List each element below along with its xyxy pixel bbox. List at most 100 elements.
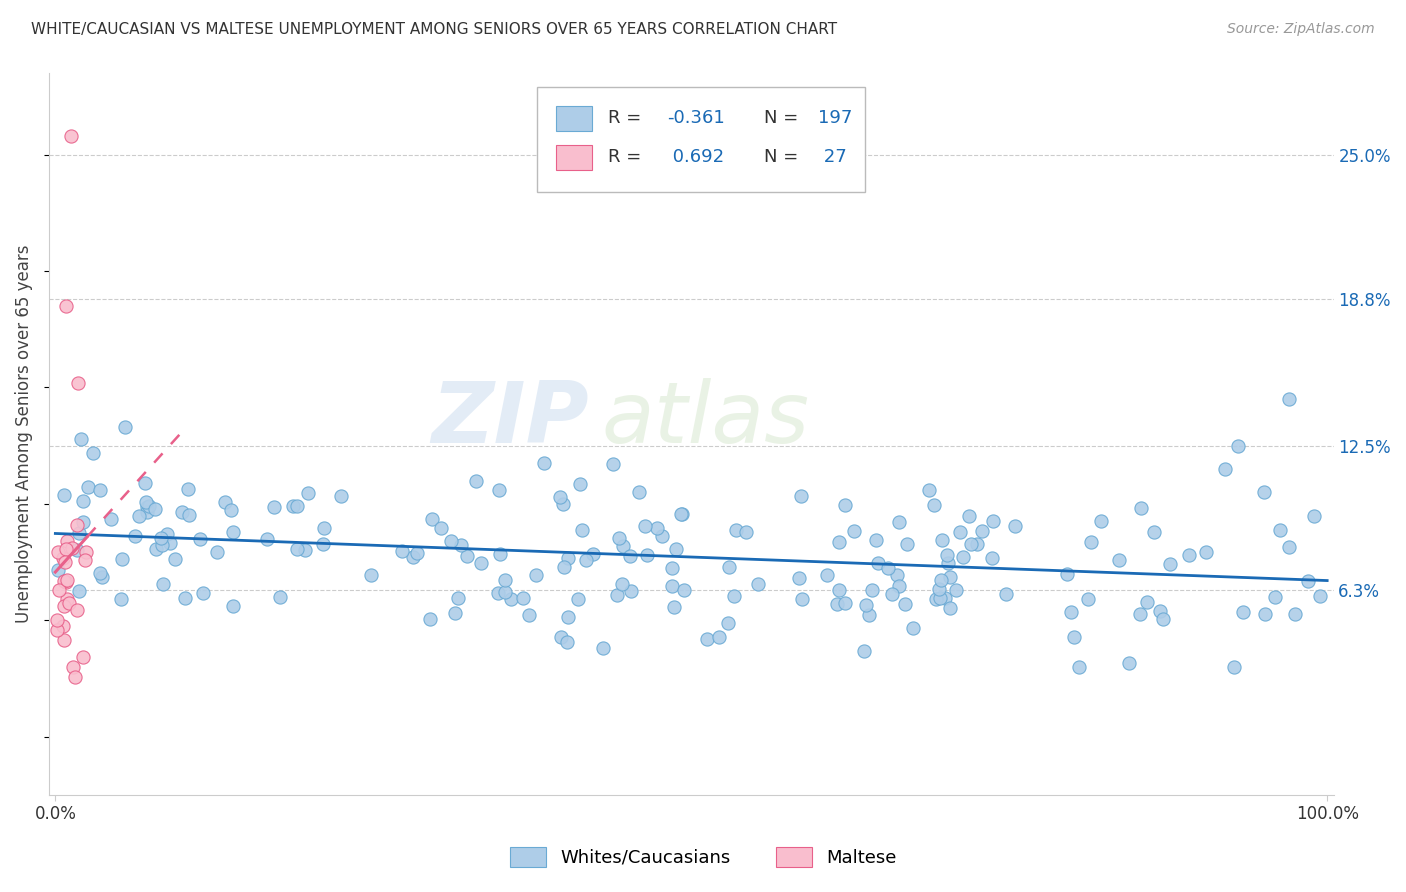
- Point: [952, 550, 974, 565]
- Point: [1284, 607, 1306, 621]
- Point: [405, 546, 427, 560]
- Point: [789, 571, 811, 585]
- Text: atlas: atlas: [602, 378, 810, 461]
- Point: [69, 432, 91, 446]
- Point: [1278, 392, 1301, 406]
- Point: [330, 489, 353, 503]
- Point: [62, 660, 84, 674]
- Point: [855, 598, 877, 612]
- Point: [89, 566, 111, 581]
- Point: [420, 512, 443, 526]
- Point: [193, 586, 215, 600]
- Point: [834, 499, 856, 513]
- Point: [533, 456, 555, 470]
- Point: [935, 549, 957, 563]
- Point: [602, 457, 624, 471]
- Point: [1060, 605, 1083, 619]
- Point: [136, 505, 159, 519]
- Point: [1195, 545, 1218, 559]
- Point: [45, 613, 67, 627]
- Text: N =: N =: [765, 148, 804, 167]
- Point: [60, 541, 83, 555]
- Point: [945, 582, 967, 597]
- Point: [524, 567, 547, 582]
- Point: [89, 483, 111, 498]
- Point: [312, 521, 335, 535]
- Point: [135, 500, 157, 515]
- Text: N =: N =: [765, 110, 804, 128]
- Point: [56, 573, 79, 587]
- Point: [66, 603, 89, 617]
- Point: [1129, 607, 1152, 622]
- Point: [645, 521, 668, 535]
- Point: [725, 524, 748, 538]
- Point: [1056, 567, 1078, 582]
- Point: [894, 597, 917, 611]
- Point: [887, 579, 910, 593]
- Point: [582, 547, 605, 561]
- Point: [73, 553, 96, 567]
- Point: [59, 128, 82, 143]
- Point: [222, 599, 245, 613]
- Point: [1264, 590, 1286, 604]
- Point: [56, 592, 79, 607]
- Point: [1309, 589, 1331, 603]
- Point: [949, 524, 972, 539]
- Point: [834, 596, 856, 610]
- Point: [456, 549, 478, 563]
- Point: [970, 524, 993, 538]
- Point: [994, 587, 1017, 601]
- Point: [1253, 485, 1275, 500]
- Point: [53, 555, 76, 569]
- Point: [256, 532, 278, 546]
- Text: 0.692: 0.692: [666, 148, 724, 167]
- Legend: Whites/Caucasians, Maltese: Whites/Caucasians, Maltese: [502, 839, 904, 874]
- Point: [865, 533, 887, 547]
- Point: [1129, 501, 1152, 516]
- Point: [53, 488, 76, 502]
- Point: [665, 541, 688, 556]
- Point: [844, 524, 866, 539]
- Text: ZIP: ZIP: [430, 378, 589, 461]
- Point: [499, 591, 522, 606]
- Text: -0.361: -0.361: [666, 110, 724, 128]
- FancyBboxPatch shape: [557, 145, 592, 170]
- Point: [110, 592, 132, 607]
- Point: [221, 524, 243, 539]
- Point: [1004, 519, 1026, 533]
- Point: [517, 608, 540, 623]
- Point: [557, 551, 579, 566]
- Point: [1152, 612, 1174, 626]
- Point: [312, 537, 335, 551]
- Point: [176, 483, 198, 497]
- Point: [402, 549, 425, 564]
- Point: [128, 509, 150, 524]
- Point: [620, 583, 643, 598]
- Point: [67, 525, 90, 540]
- Point: [825, 598, 848, 612]
- Point: [1108, 552, 1130, 566]
- Point: [138, 500, 160, 514]
- Point: [464, 474, 486, 488]
- Point: [896, 537, 918, 551]
- Point: [717, 616, 740, 631]
- Point: [853, 644, 876, 658]
- FancyBboxPatch shape: [557, 106, 592, 131]
- Point: [72, 516, 94, 530]
- Point: [114, 420, 136, 434]
- Point: [938, 570, 960, 584]
- Point: [63, 670, 86, 684]
- Point: [1270, 523, 1292, 537]
- Text: WHITE/CAUCASIAN VS MALTESE UNEMPLOYMENT AMONG SENIORS OVER 65 YEARS CORRELATION : WHITE/CAUCASIAN VS MALTESE UNEMPLOYMENT …: [31, 22, 837, 37]
- Point: [48, 564, 70, 578]
- Point: [48, 583, 70, 598]
- Point: [269, 591, 291, 605]
- Point: [571, 524, 593, 538]
- Point: [634, 519, 657, 533]
- Point: [718, 559, 741, 574]
- Point: [360, 567, 382, 582]
- Text: 27: 27: [818, 148, 848, 167]
- Point: [551, 497, 574, 511]
- Point: [651, 528, 673, 542]
- Point: [134, 495, 156, 509]
